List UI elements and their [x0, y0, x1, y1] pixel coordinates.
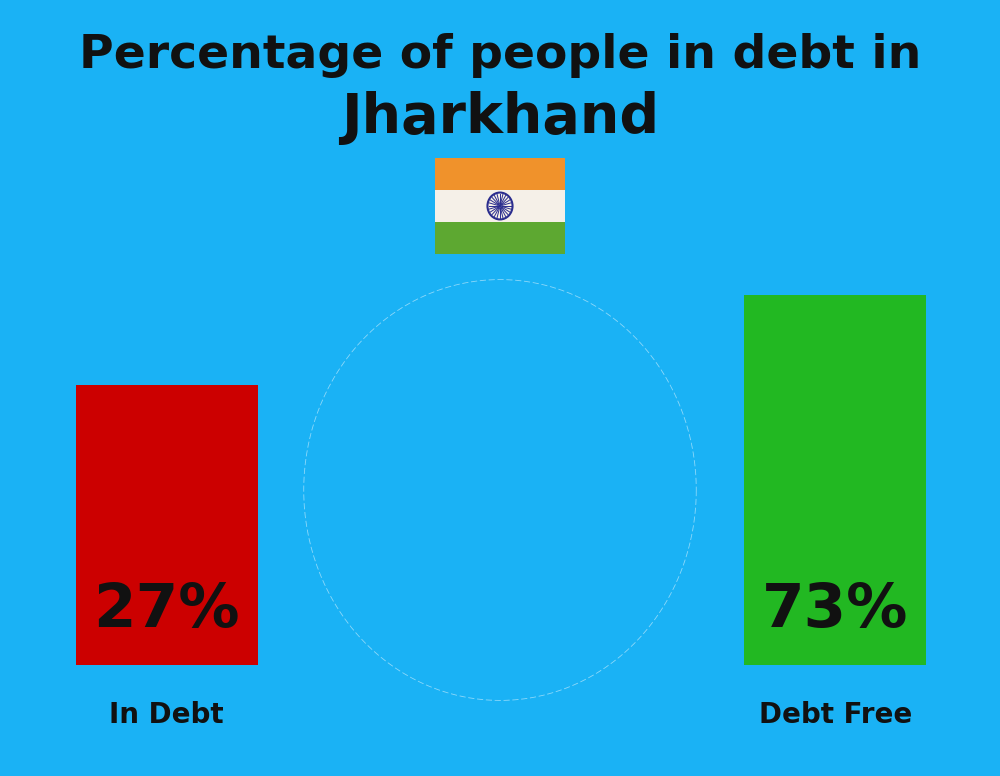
Text: Debt Free: Debt Free: [759, 701, 912, 729]
FancyBboxPatch shape: [744, 295, 926, 665]
FancyBboxPatch shape: [435, 190, 565, 222]
Text: Percentage of people in debt in: Percentage of people in debt in: [79, 33, 921, 78]
Circle shape: [498, 204, 502, 208]
Text: 27%: 27%: [93, 580, 240, 639]
FancyBboxPatch shape: [435, 158, 565, 190]
FancyBboxPatch shape: [76, 385, 258, 665]
FancyBboxPatch shape: [435, 222, 565, 254]
Text: 73%: 73%: [762, 580, 909, 639]
Circle shape: [304, 280, 696, 700]
Text: Jharkhand: Jharkhand: [341, 91, 659, 145]
Text: In Debt: In Debt: [109, 701, 224, 729]
